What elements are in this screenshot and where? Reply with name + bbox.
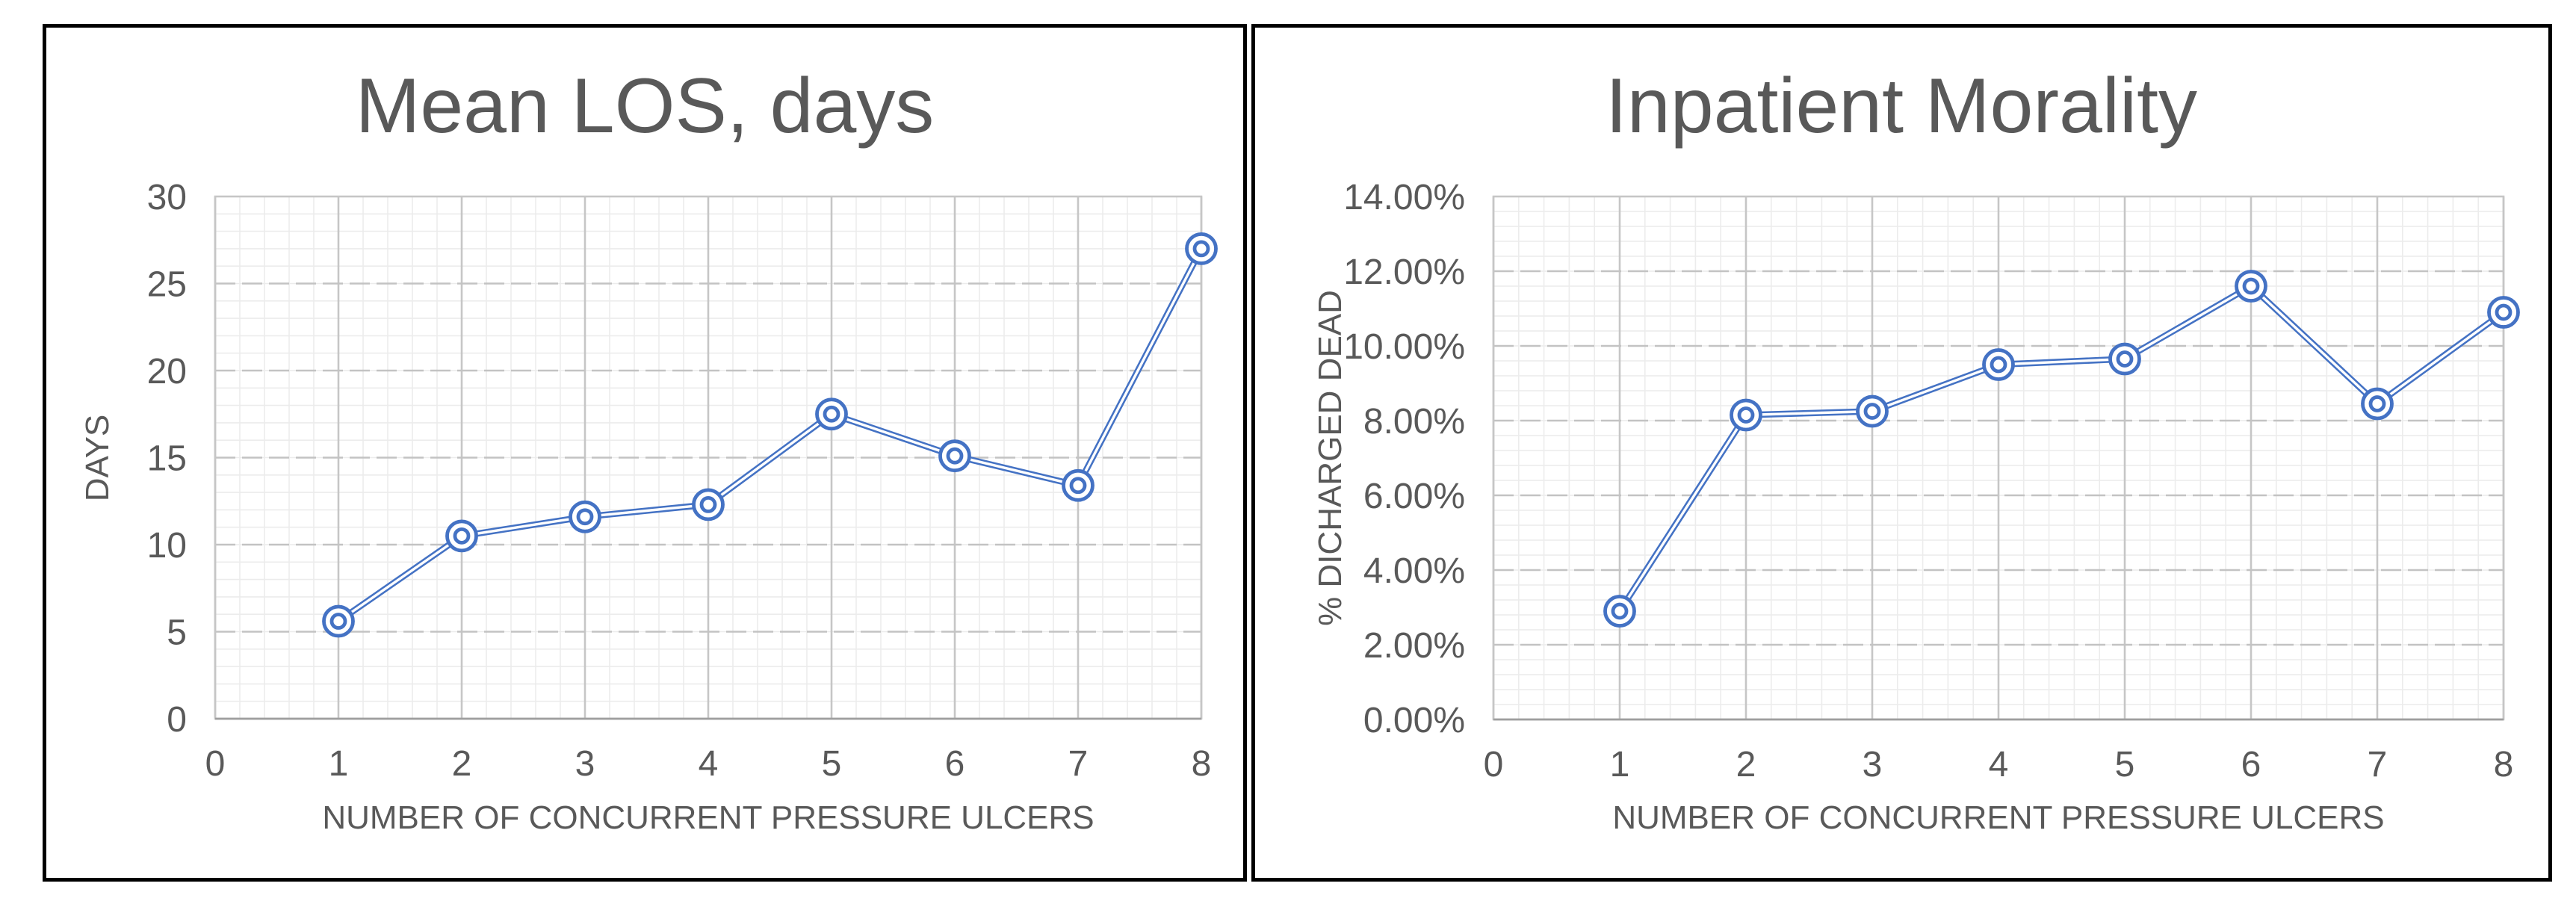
y-tick-label: 0 (167, 700, 187, 740)
x-tick-label: 5 (822, 744, 842, 784)
y-tick-label: 10 (147, 526, 187, 566)
x-tick-label: 3 (1863, 745, 1883, 784)
y-tick-label: 20 (147, 352, 187, 391)
x-tick-label: 7 (1068, 744, 1089, 784)
x-tick-label: 3 (575, 744, 595, 784)
x-tick-label: 0 (205, 744, 226, 784)
los-chart: 0 5 10 15 20 25 30 0 1 2 3 4 5 6 7 8 Mean LOS, days NUM… (79, 63, 1218, 836)
y-tick-label: 0.00% (1363, 701, 1465, 740)
y-tick-label: 2.00% (1363, 626, 1465, 666)
y-tick-label: 25 (147, 265, 187, 305)
x-axis-title: NUMBER OF CONCURRENT PRESSURE ULCERS (322, 799, 1094, 836)
x-tick-label: 2 (452, 744, 472, 784)
y-tick-label: 5 (167, 613, 187, 653)
x-tick-label: 6 (945, 744, 965, 784)
y-axis-title: DAYS (79, 415, 116, 502)
y-tick-label: 30 (147, 178, 187, 217)
x-tick-label: 4 (1989, 745, 2009, 784)
plot-area: 0.00% 2.00% 4.00% 6.00% 8.00% 10.00% 12.00% 14.… (1343, 178, 2520, 784)
mortality-chart-panel: 0.00% 2.00% 4.00% 6.00% 8.00% 10.00% 12.00% 14.… (1251, 24, 2552, 882)
y-axis-title: % DICHARGED DEAD (1312, 290, 1349, 626)
x-tick-label: 4 (699, 744, 719, 784)
y-tick-label: 4.00% (1363, 551, 1465, 591)
y-tick-label: 15 (147, 439, 187, 479)
y-tick-label: 14.00% (1343, 178, 1465, 217)
x-tick-label: 6 (2241, 745, 2261, 784)
plot-area: 0 5 10 15 20 25 30 0 1 2 3 4 5 6 7 8 (147, 178, 1218, 784)
los-chart-panel: 0 5 10 15 20 25 30 0 1 2 3 4 5 6 7 8 Mean LOS, days NUM… (43, 24, 1247, 882)
x-axis-title: NUMBER OF CONCURRENT PRESSURE ULCERS (1612, 799, 2384, 836)
x-tick-label: 1 (1610, 745, 1630, 784)
y-tick-label: 10.00% (1343, 327, 1465, 367)
chart-title: Inpatient Morality (1606, 63, 2197, 149)
chart-title: Mean LOS, days (356, 63, 935, 149)
x-tick-label: 5 (2115, 745, 2135, 784)
x-tick-label: 0 (1484, 745, 1504, 784)
x-tick-label: 1 (329, 744, 349, 784)
y-tick-label: 8.00% (1363, 402, 1465, 442)
x-tick-label: 2 (1736, 745, 1756, 784)
x-tick-label: 8 (2494, 745, 2514, 784)
y-tick-label: 6.00% (1363, 477, 1465, 516)
x-tick-label: 8 (1192, 744, 1212, 784)
x-tick-label: 7 (2368, 745, 2388, 784)
y-tick-label: 12.00% (1343, 253, 1465, 292)
mortality-chart: 0.00% 2.00% 4.00% 6.00% 8.00% 10.00% 12.00% 14.… (1312, 63, 2520, 836)
